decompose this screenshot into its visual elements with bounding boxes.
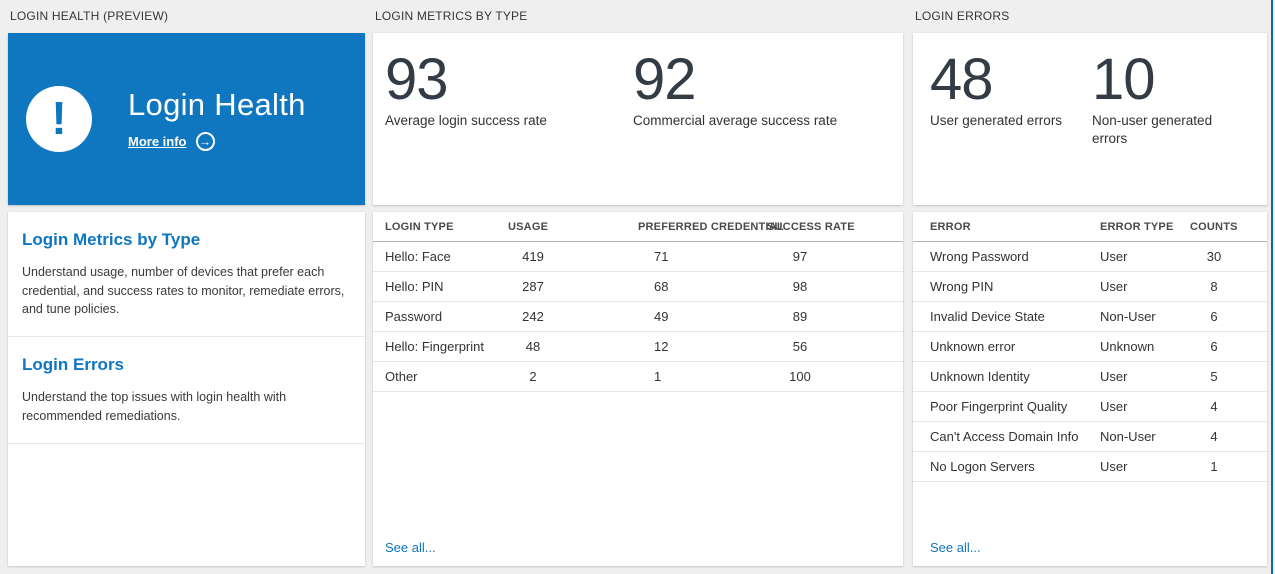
column-login-errors: LOGIN ERRORS 48 User generated errors 10… xyxy=(913,0,1267,566)
column-header-usage: USAGE xyxy=(508,220,549,233)
login-metrics-table-card: LOGIN TYPE USAGE PREFERRED CREDENTIAL SU… xyxy=(373,212,903,566)
hero-title: Login Health xyxy=(128,87,306,122)
more-info-link[interactable]: More info xyxy=(128,134,187,149)
table-row: Unknown error Unknown 6 xyxy=(913,332,1267,362)
metric-label: Commercial average success rate xyxy=(633,113,838,128)
metric-user-errors: 48 User generated errors xyxy=(930,51,1092,205)
metric-value: 92 xyxy=(633,47,697,112)
column-header-preferred-credential: PREFERRED CREDENTIAL xyxy=(638,220,784,233)
column-header-login-type: LOGIN TYPE xyxy=(385,220,454,233)
table-row: Can't Access Domain Info Non-User 4 xyxy=(913,422,1267,452)
column-login-health: LOGIN HEALTH (PREVIEW) ! Login Health Mo… xyxy=(8,0,365,566)
info-card-description: Understand the top issues with login hea… xyxy=(22,390,287,423)
column-header-counts: COUNTS xyxy=(1190,220,1238,233)
table-row: Password 242 49 89 xyxy=(373,302,903,332)
column-header-success-rate: SUCCESS RATE xyxy=(767,220,855,233)
info-card-login-errors[interactable]: Login Errors Understand the top issues w… xyxy=(8,337,365,444)
section-header-login-errors: LOGIN ERRORS xyxy=(915,9,1010,23)
column-header-error-type: ERROR TYPE xyxy=(1100,220,1174,233)
see-all-link[interactable]: See all... xyxy=(385,540,436,555)
metric-non-user-errors: 10 Non-user generated errors xyxy=(1092,51,1242,205)
table-row: No Logon Servers User 1 xyxy=(913,452,1267,482)
table-row: Wrong Password User 30 xyxy=(913,242,1267,272)
table-header-row: ERROR ERROR TYPE COUNTS xyxy=(913,212,1267,242)
table-row: Wrong PIN User 8 xyxy=(913,272,1267,302)
table-row: Hello: Fingerprint 48 12 56 xyxy=(373,332,903,362)
column-header-error: ERROR xyxy=(930,220,971,233)
login-errors-summary-card: 48 User generated errors 10 Non-user gen… xyxy=(913,33,1267,205)
table-row: Hello: Face 419 71 97 xyxy=(373,242,903,272)
table-header-row: LOGIN TYPE USAGE PREFERRED CREDENTIAL SU… xyxy=(373,212,903,242)
metric-average-success-rate: 93 Average login success rate xyxy=(385,51,633,205)
metric-label: Non-user generated errors xyxy=(1092,113,1213,146)
see-all-link[interactable]: See all... xyxy=(930,540,981,555)
metric-value: 48 xyxy=(930,47,994,112)
login-health-tile[interactable]: ! Login Health More info → xyxy=(8,33,365,205)
info-card-empty xyxy=(8,444,365,566)
info-card-title: Login Errors xyxy=(22,355,125,374)
info-card-login-metrics[interactable]: Login Metrics by Type Understand usage, … xyxy=(8,212,365,337)
table-row: Unknown Identity User 5 xyxy=(913,362,1267,392)
table-row: Hello: PIN 287 68 98 xyxy=(373,272,903,302)
arrow-right-icon[interactable]: → xyxy=(195,132,215,151)
login-metrics-summary-card: 93 Average login success rate 92 Commerc… xyxy=(373,33,903,205)
metric-label: User generated errors xyxy=(930,113,1063,128)
alert-exclamation-icon: ! xyxy=(26,86,92,152)
exclamation-glyph: ! xyxy=(51,92,67,144)
table-row: Poor Fingerprint Quality User 4 xyxy=(913,392,1267,422)
info-cards-panel: Login Metrics by Type Understand usage, … xyxy=(8,212,365,566)
section-header-login-metrics: LOGIN METRICS BY TYPE xyxy=(375,9,528,23)
info-card-description: Understand usage, number of devices that… xyxy=(22,265,345,316)
blade-edge-divider xyxy=(1271,0,1273,574)
table-row: Invalid Device State Non-User 6 xyxy=(913,302,1267,332)
section-header-login-health: LOGIN HEALTH (PREVIEW) xyxy=(10,9,169,23)
login-errors-table-card: ERROR ERROR TYPE COUNTS Wrong Password U… xyxy=(913,212,1267,566)
metric-label: Average login success rate xyxy=(385,113,547,128)
column-login-metrics: LOGIN METRICS BY TYPE 93 Average login s… xyxy=(373,0,903,566)
metric-value: 93 xyxy=(385,47,449,112)
metric-commercial-success-rate: 92 Commercial average success rate xyxy=(633,51,837,205)
table-row: Other 2 1 100 xyxy=(373,362,903,392)
info-card-title: Login Metrics by Type xyxy=(22,230,201,249)
metric-value: 10 xyxy=(1092,47,1156,112)
